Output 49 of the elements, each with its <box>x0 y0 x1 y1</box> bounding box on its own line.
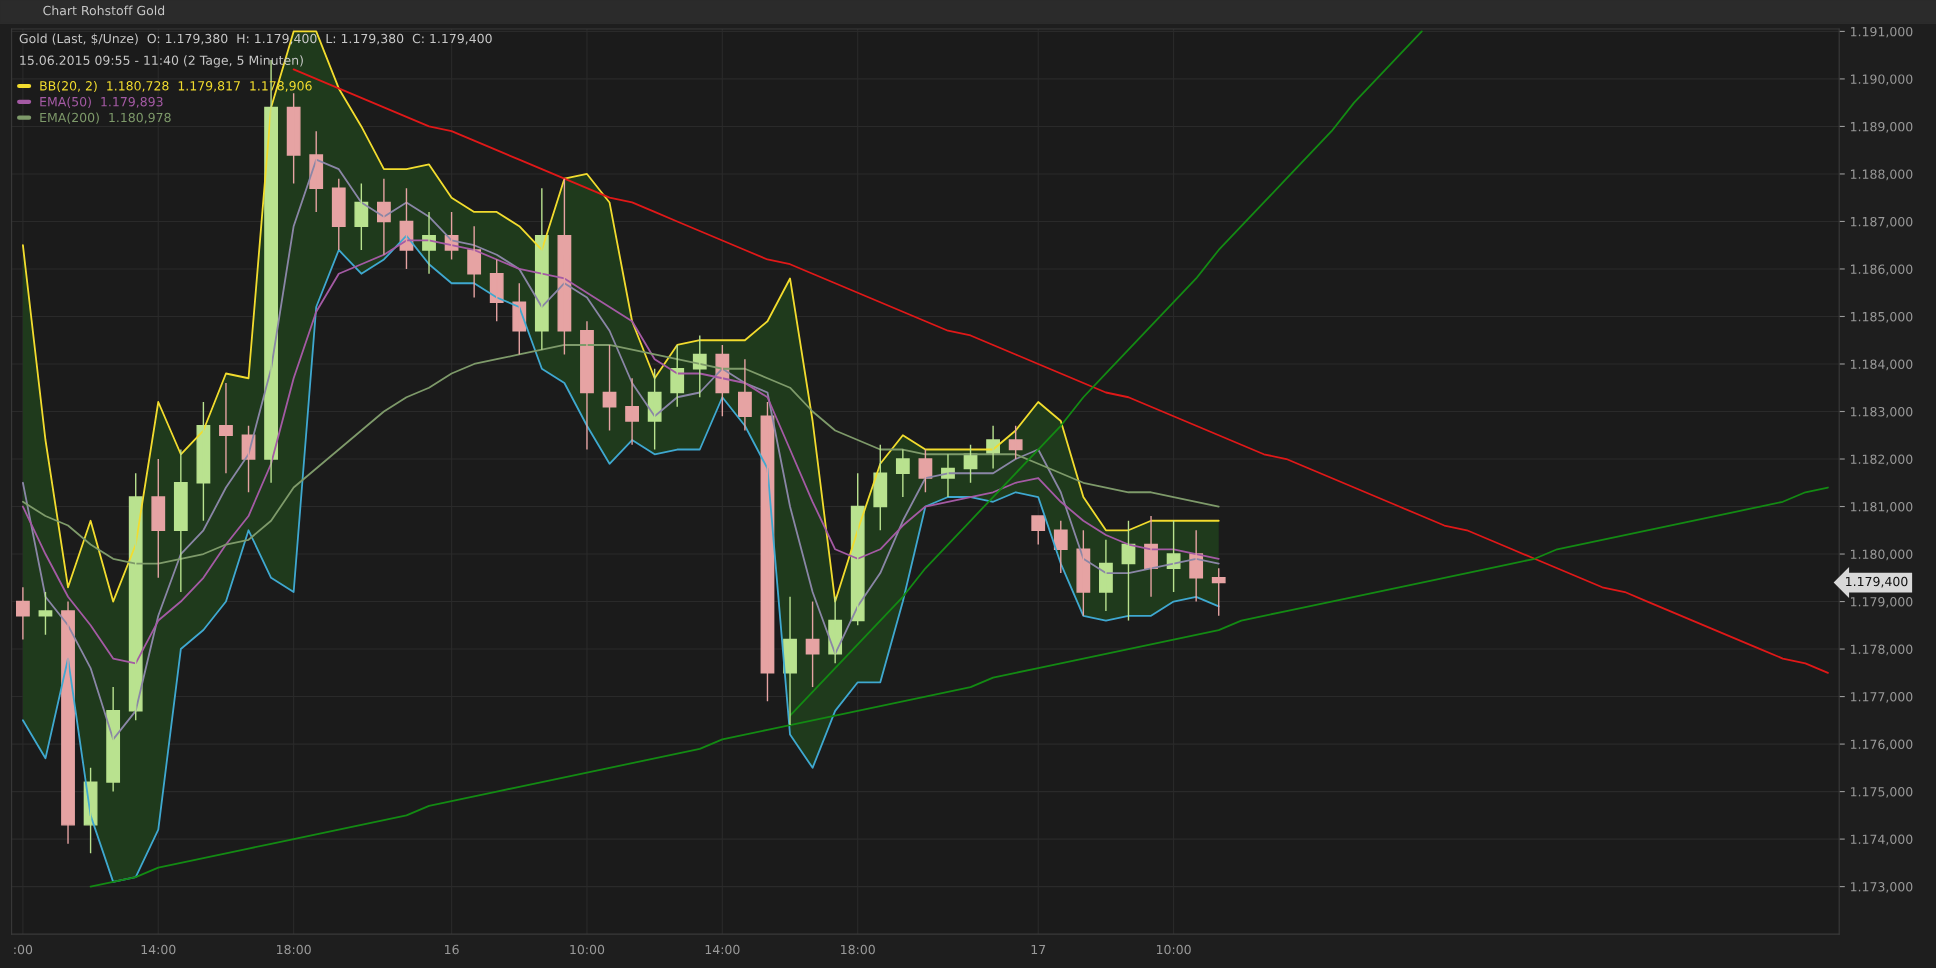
text: 1.179,400 <box>1846 576 1908 588</box>
x-tick-label: :00 <box>14 944 33 955</box>
candlestick <box>625 377 639 446</box>
x-tick-label: 10:00 <box>1156 944 1191 955</box>
y-tick-label: 1.188,000 <box>1850 169 1913 181</box>
line-series <box>21 344 1220 565</box>
y-tick-label: 1.191,000 <box>1850 26 1913 38</box>
y-tick-label: 1.182,000 <box>1850 454 1913 466</box>
y-tick-label: 1.189,000 <box>1850 121 1913 133</box>
y-tick-label: 1.185,000 <box>1850 311 1913 323</box>
x-tick-label: 16 <box>445 944 459 955</box>
y-tick-label: 1.181,000 <box>1850 501 1913 513</box>
y-tick-label: 1.190,000 <box>1850 74 1913 86</box>
candlestick <box>286 92 301 185</box>
y-tick-label: 1.176,000 <box>1850 739 1913 751</box>
y-tick-label: 1.174,000 <box>1850 834 1913 846</box>
chart-title: Chart Rohstoff Gold <box>43 5 165 16</box>
legend-label: EMA(50) 1.179,893 <box>40 96 163 108</box>
x-tick-label: 18:00 <box>277 944 311 955</box>
y-tick-label: 1.178,000 <box>1850 644 1913 656</box>
legend-label: EMA(200) 1.180,978 <box>40 112 171 124</box>
candlestick <box>354 182 369 251</box>
line-series <box>21 158 1220 741</box>
candlestick <box>805 600 820 688</box>
y-tick-label: 1.175,000 <box>1850 787 1913 798</box>
y-tick-label: 1.179,000 <box>1850 597 1913 608</box>
y-tick-label: 1.173,000 <box>1850 882 1913 893</box>
candlestick <box>1076 529 1091 617</box>
y-tick-label: 1.183,000 <box>1850 406 1913 418</box>
line-series <box>89 486 1829 888</box>
x-tick-label: 10:00 <box>570 944 605 955</box>
y-tick-label: 1.184,000 <box>1850 359 1913 371</box>
line-series <box>21 234 1220 883</box>
x-tick-label: 14:00 <box>141 944 176 955</box>
x-tick-label: 14:00 <box>705 944 740 955</box>
line-series <box>21 30 1220 603</box>
x-tick-label: 17 <box>1031 944 1046 955</box>
candlestick <box>1008 425 1023 460</box>
candlestick <box>331 178 346 251</box>
line-series <box>789 30 1423 717</box>
candlestick <box>1031 515 1046 546</box>
y-tick-label: 1.186,000 <box>1850 264 1913 276</box>
y-tick-label: 1.187,000 <box>1850 216 1913 228</box>
y-tick-label: 1.180,000 <box>1850 549 1913 561</box>
candlestick <box>151 458 166 579</box>
candlestick <box>1211 567 1226 617</box>
candlestick <box>895 448 910 498</box>
y-tick-label: 1.177,000 <box>1850 692 1913 703</box>
x-tick-label: 18:00 <box>841 944 875 955</box>
